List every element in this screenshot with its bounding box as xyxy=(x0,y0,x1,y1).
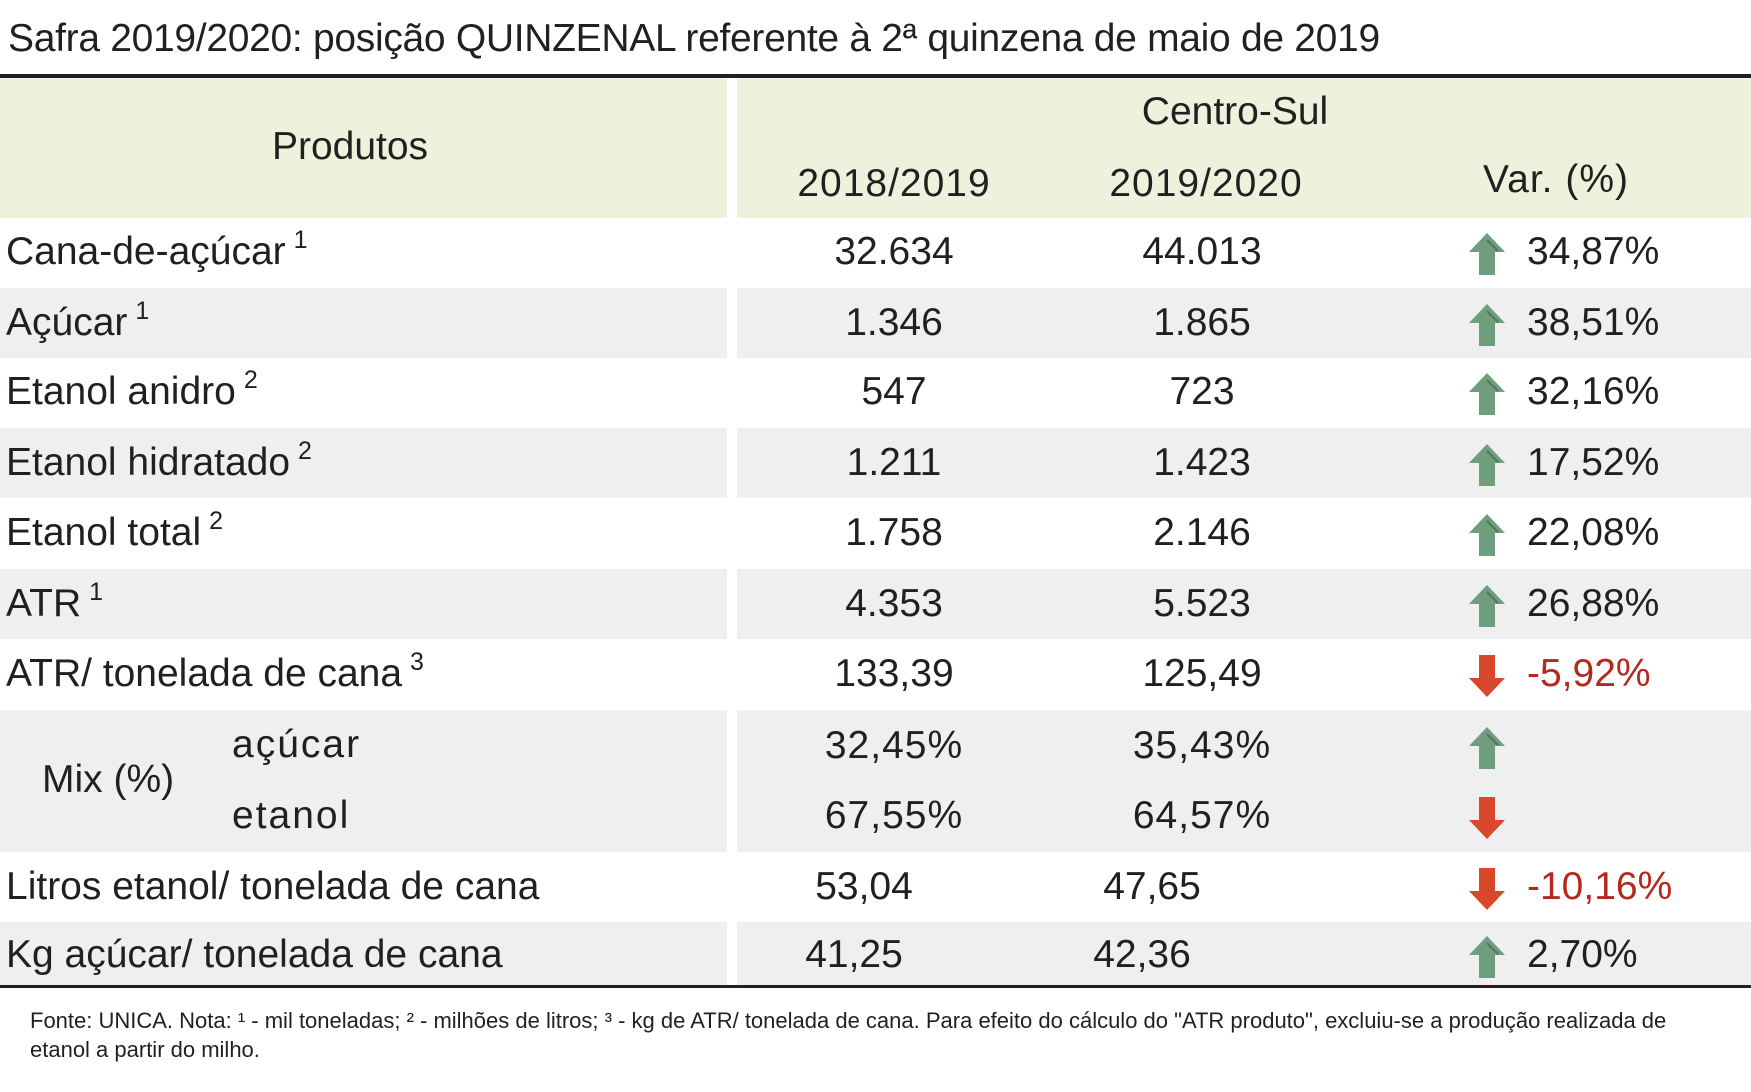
footnote-marker: 2 xyxy=(243,366,258,394)
row-band xyxy=(0,288,727,358)
row-value-2018-2019: 547 xyxy=(861,370,927,413)
header-products-bg xyxy=(0,78,727,218)
up-arrow-icon xyxy=(1469,585,1505,627)
up-arrow-icon xyxy=(1469,936,1505,978)
up-arrow-icon xyxy=(1469,233,1505,275)
row-value-2018-2019: 1.346 xyxy=(845,301,943,344)
row-value-2019-2020: 44.013 xyxy=(1142,230,1262,273)
row-value-2018-2019: 53,04 xyxy=(815,865,913,908)
row-value-2019-2020: 723 xyxy=(1169,370,1235,413)
mix-sugar-2019-2020: 35,43% xyxy=(1132,724,1272,767)
row-value-2018-2019: 1.758 xyxy=(845,511,943,554)
mix-ethanol-2019-2020: 64,57% xyxy=(1132,794,1272,837)
row-value-2019-2020: 42,36 xyxy=(1093,933,1191,976)
row-label-text: Cana-de-açúcar xyxy=(6,230,286,273)
footnote-marker: 2 xyxy=(298,437,312,465)
bottom-rule xyxy=(0,985,1751,988)
row-variation: -5,92% xyxy=(1527,652,1651,695)
up-arrow-icon xyxy=(1469,373,1505,415)
row-label: Kg açúcar/ tonelada de cana xyxy=(6,925,503,985)
row-label-text: Etanol hidratado xyxy=(6,441,291,484)
header-col-2018-2019: 2018/2019 xyxy=(797,162,991,205)
row-variation: -10,16% xyxy=(1527,865,1673,908)
row-band xyxy=(0,710,727,852)
row-value-2019-2020: 125,49 xyxy=(1142,652,1262,695)
top-rule xyxy=(0,74,1751,78)
row-label-text: Litros etanol/ tonelada de cana xyxy=(6,865,540,908)
row-band xyxy=(737,710,1751,852)
row-variation: 2,70% xyxy=(1527,933,1638,976)
row-variation: 38,51% xyxy=(1527,301,1660,344)
footnote: Fonte: UNICA. Nota: ¹ - mil toneladas; ²… xyxy=(30,1008,1667,1062)
header-products: Produtos xyxy=(271,125,429,168)
row-label-text: Açúcar xyxy=(6,301,128,344)
row-band xyxy=(737,428,1751,498)
down-arrow-icon xyxy=(1469,797,1505,839)
up-arrow-icon xyxy=(1469,304,1505,346)
row-value-2018-2019: 32.634 xyxy=(834,230,954,273)
row-value-2018-2019: 41,25 xyxy=(805,933,903,976)
row-band xyxy=(737,288,1751,358)
row-label-text: Etanol total xyxy=(6,511,202,554)
up-arrow-icon xyxy=(1469,444,1505,486)
row-variation: 17,52% xyxy=(1527,441,1660,484)
row-value-2018-2019: 1.211 xyxy=(846,441,942,484)
row-label: Litros etanol/ tonelada de cana xyxy=(6,857,539,917)
row-value-2019-2020: 2.146 xyxy=(1153,511,1251,554)
row-band xyxy=(737,922,1751,985)
row-value-2019-2020: 47,65 xyxy=(1103,865,1201,908)
row-band xyxy=(737,569,1751,639)
up-arrow-icon xyxy=(1469,514,1505,556)
row-label: Açúcar 1 xyxy=(6,293,149,353)
mix-ethanol-label: etanol xyxy=(232,794,351,837)
row-label: ATR/ tonelada de cana 3 xyxy=(6,644,424,704)
header-region: Centro-Sul xyxy=(1141,90,1329,133)
row-variation: 32,16% xyxy=(1527,370,1660,413)
row-label-text: Kg açúcar/ tonelada de cana xyxy=(6,933,503,976)
row-value-2019-2020: 1.865 xyxy=(1153,301,1251,344)
mix-sugar-label: açúcar xyxy=(232,723,362,766)
row-band xyxy=(0,569,727,639)
row-value-2019-2020: 1.423 xyxy=(1153,441,1251,484)
row-value-2018-2019: 133,39 xyxy=(834,652,954,695)
row-band xyxy=(0,428,727,498)
row-label-text: ATR xyxy=(6,582,82,625)
mix-ethanol-2018-2019: 67,55% xyxy=(824,794,964,837)
mix-sugar-2018-2019: 32,45% xyxy=(824,724,964,767)
row-label-text: ATR/ tonelada de cana xyxy=(6,652,403,695)
row-variation: 22,08% xyxy=(1527,511,1660,554)
row-label: Cana-de-açúcar 1 xyxy=(6,222,308,282)
row-variation: 26,88% xyxy=(1527,582,1660,625)
row-value-2019-2020: 5.523 xyxy=(1153,582,1251,625)
header-col-var: Var. (%) xyxy=(1483,158,1629,201)
mix-label: Mix (%) xyxy=(42,758,175,801)
row-band xyxy=(0,922,727,985)
down-arrow-icon xyxy=(1469,655,1505,697)
header-col-2019-2020: 2019/2020 xyxy=(1109,162,1303,205)
row-variation: 34,87% xyxy=(1527,230,1660,273)
header-region-bg xyxy=(737,78,1751,218)
table-title: Safra 2019/2020: posição QUINZENAL refer… xyxy=(8,17,1380,60)
down-arrow-icon xyxy=(1469,868,1505,910)
row-label: Etanol hidratado 2 xyxy=(6,433,312,493)
row-value-2018-2019: 4.353 xyxy=(845,582,943,625)
footnote-marker: 1 xyxy=(89,578,104,606)
footnote-marker: 2 xyxy=(209,507,224,535)
row-label: Etanol total 2 xyxy=(6,503,223,563)
footnote-marker: 1 xyxy=(135,297,150,325)
up-arrow-icon xyxy=(1469,727,1505,769)
footnote-marker: 3 xyxy=(410,648,424,676)
row-label: ATR 1 xyxy=(6,574,103,634)
row-label-text: Etanol anidro xyxy=(6,370,236,413)
row-label: Etanol anidro 2 xyxy=(6,362,258,422)
footnote-marker: 1 xyxy=(293,226,308,254)
